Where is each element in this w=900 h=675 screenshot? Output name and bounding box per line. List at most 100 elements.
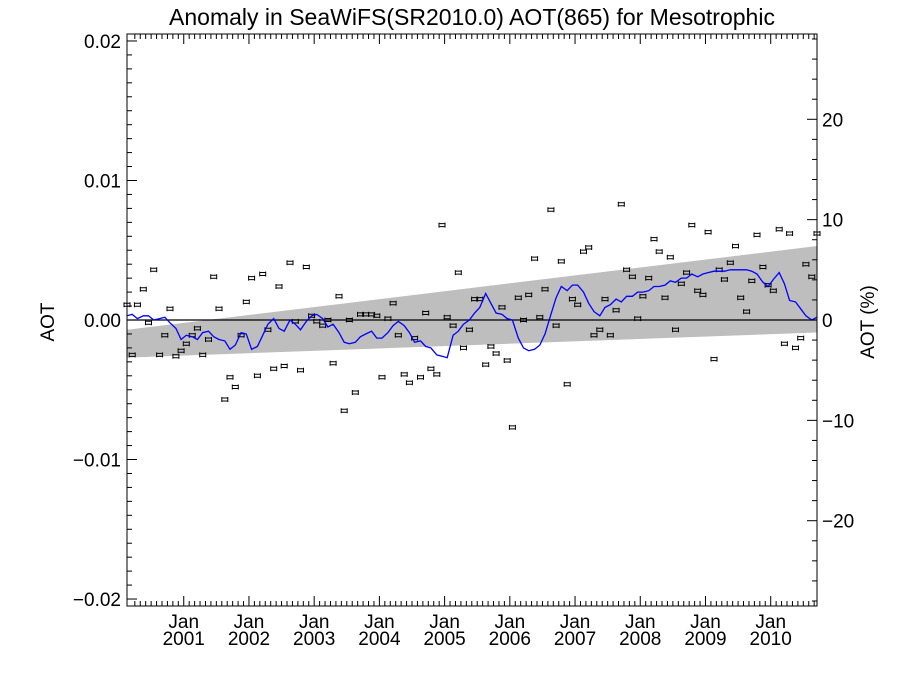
data-point bbox=[786, 231, 794, 236]
data-point bbox=[688, 222, 696, 228]
data-point bbox=[275, 284, 283, 289]
data-point bbox=[172, 353, 180, 359]
data-point bbox=[568, 296, 576, 302]
data-point bbox=[492, 351, 500, 356]
data-point bbox=[580, 249, 587, 255]
data-point bbox=[590, 332, 598, 338]
data-point bbox=[487, 344, 495, 349]
data-point bbox=[617, 201, 625, 207]
y2-tick-label: 20 bbox=[822, 110, 843, 131]
trend-band bbox=[127, 246, 817, 358]
data-point bbox=[340, 408, 348, 414]
data-point bbox=[759, 264, 767, 270]
data-point bbox=[319, 323, 327, 329]
data-point bbox=[498, 304, 506, 310]
x-tick-month: Jan bbox=[364, 612, 395, 633]
data-point bbox=[547, 207, 555, 213]
data-point bbox=[133, 302, 141, 308]
x-tick-year: 2008 bbox=[619, 629, 661, 650]
data-point bbox=[720, 277, 728, 282]
x-tick-year: 2001 bbox=[163, 629, 205, 650]
data-point bbox=[482, 362, 490, 368]
data-point bbox=[253, 373, 261, 379]
data-point bbox=[683, 270, 691, 276]
data-point bbox=[514, 295, 522, 301]
data-point bbox=[324, 317, 332, 323]
data-point bbox=[210, 274, 218, 280]
data-point bbox=[503, 358, 511, 363]
data-point bbox=[596, 327, 604, 333]
data-point bbox=[177, 348, 185, 354]
data-point bbox=[541, 286, 549, 292]
data-point bbox=[476, 296, 484, 302]
data-point bbox=[362, 311, 370, 317]
data-point bbox=[313, 318, 321, 324]
data-point bbox=[150, 267, 158, 273]
data-point bbox=[775, 226, 783, 232]
chart-title: Anomaly in SeaWiFS(SR2010.0) AOT(865) fo… bbox=[169, 4, 775, 30]
x-tick-month: Jan bbox=[168, 612, 199, 633]
data-point bbox=[389, 300, 397, 306]
data-point bbox=[145, 320, 152, 326]
data-point bbox=[156, 352, 164, 358]
data-point bbox=[226, 374, 234, 380]
data-point bbox=[357, 311, 364, 317]
x-tick-month: Jan bbox=[690, 612, 721, 633]
x-tick-month: Jan bbox=[755, 612, 786, 633]
x-tick-month: Jan bbox=[495, 612, 526, 633]
data-point bbox=[699, 292, 707, 298]
data-point bbox=[449, 323, 457, 329]
data-point bbox=[655, 249, 663, 255]
data-point bbox=[666, 254, 674, 260]
data-point bbox=[193, 325, 201, 331]
data-point bbox=[373, 313, 381, 319]
data-point bbox=[743, 309, 751, 315]
data-point bbox=[384, 316, 392, 322]
data-point bbox=[634, 316, 642, 322]
data-point bbox=[726, 260, 734, 266]
data-point bbox=[710, 356, 718, 362]
data-point bbox=[585, 245, 593, 250]
data-point bbox=[329, 360, 337, 366]
x-tick-year: 2007 bbox=[554, 629, 596, 650]
x-tick-year: 2002 bbox=[228, 629, 270, 650]
y2-tick-label: 10 bbox=[822, 211, 843, 232]
x-tick-month: Jan bbox=[560, 612, 591, 633]
data-point bbox=[737, 295, 745, 301]
data-point bbox=[400, 371, 408, 377]
data-point bbox=[248, 275, 256, 281]
y2-tick-label: −20 bbox=[822, 512, 854, 533]
data-point bbox=[797, 335, 805, 341]
data-point bbox=[520, 317, 527, 323]
data-point bbox=[128, 352, 136, 358]
data-point bbox=[291, 318, 299, 324]
data-point bbox=[639, 293, 647, 299]
data-point bbox=[161, 332, 169, 338]
data-point bbox=[508, 424, 516, 430]
data-point bbox=[422, 310, 430, 316]
data-point bbox=[215, 306, 223, 312]
data-point bbox=[335, 293, 343, 299]
data-point bbox=[694, 288, 702, 294]
data-point bbox=[536, 314, 544, 320]
data-point bbox=[259, 271, 267, 277]
x-tick-year: 2009 bbox=[684, 629, 726, 650]
data-point bbox=[242, 299, 250, 305]
data-point bbox=[405, 380, 413, 386]
y-tick-label: 0.02 bbox=[84, 32, 121, 53]
data-point bbox=[308, 313, 316, 319]
data-point bbox=[394, 332, 402, 338]
data-point bbox=[433, 371, 441, 377]
data-point bbox=[345, 317, 353, 323]
data-point bbox=[672, 327, 679, 333]
y2-axis-label: AOT (%) bbox=[858, 285, 879, 359]
data-point bbox=[205, 337, 212, 342]
data-point bbox=[182, 341, 190, 347]
data-point bbox=[270, 366, 278, 372]
x-tick-month: Jan bbox=[234, 612, 265, 633]
x-tick-month: Jan bbox=[429, 612, 460, 633]
data-point bbox=[454, 270, 462, 276]
x-tick-year: 2006 bbox=[489, 629, 531, 650]
data-point bbox=[286, 260, 294, 266]
